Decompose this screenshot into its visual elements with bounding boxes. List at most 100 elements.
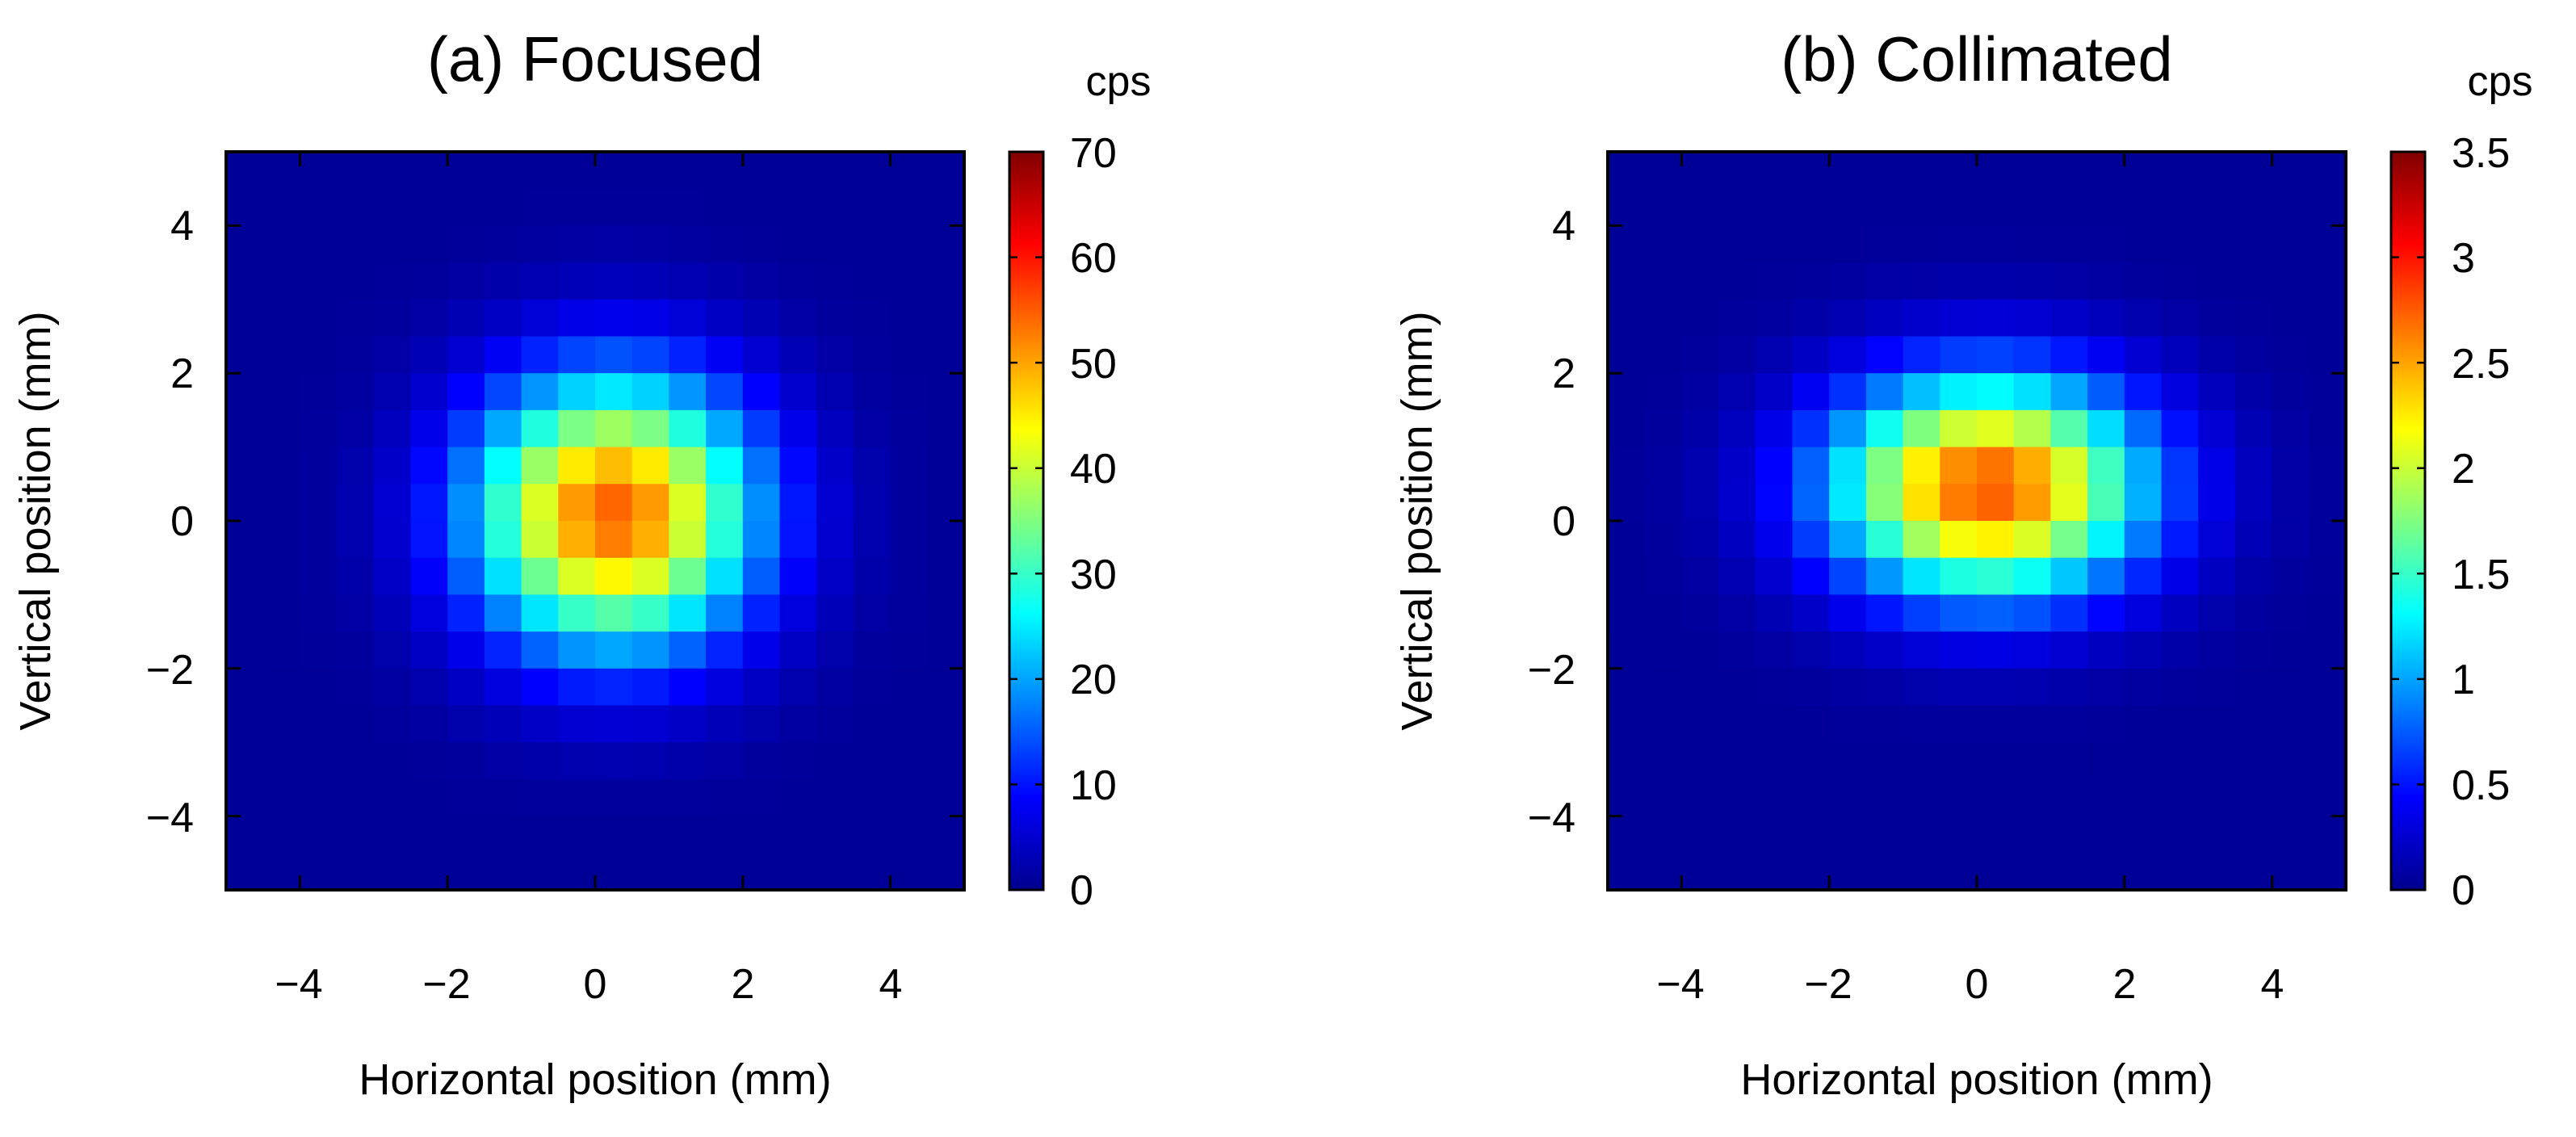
panel-b-heatmap-cell <box>1755 447 1794 485</box>
panel-a-heatmap-cell <box>595 188 633 227</box>
panel-a-heatmap-cell <box>484 816 522 854</box>
panel-a-heatmap-cell <box>631 853 670 891</box>
panel-b-heatmap-cell <box>1608 853 1646 891</box>
panel-b-heatmap-cell <box>2013 373 2052 411</box>
panel-a-heatmap-cell <box>853 668 892 707</box>
panel-b-ytick-label: 0 <box>1552 498 1575 545</box>
panel-a-heatmap-cell <box>631 778 670 817</box>
panel-b-heatmap-cell <box>2013 705 2052 743</box>
panel-a-heatmap-cell <box>779 668 817 707</box>
panel-a-heatmap-cell <box>300 557 338 596</box>
panel-b-heatmap-cell <box>2161 816 2199 854</box>
panel-b-heatmap-cell <box>2050 262 2088 300</box>
panel-a-heatmap-cell <box>631 336 670 374</box>
panel-b-heatmap-cell <box>2198 705 2236 743</box>
panel-a-heatmap-cell <box>373 778 412 817</box>
panel-a-heatmap-cell <box>558 152 596 190</box>
panel-b-heatmap-cell <box>1977 225 2015 263</box>
panel-b-heatmap-cell <box>1644 778 1683 817</box>
panel-b-heatmap-cell <box>1681 521 1719 559</box>
panel-a-heatmap-cell <box>226 299 264 338</box>
panel-a-heatmap-cell <box>669 594 707 632</box>
panel-b-heatmap-cell <box>2272 262 2310 300</box>
panel-a-heatmap-cell <box>447 705 485 743</box>
panel-a-heatmap-cell <box>631 409 670 448</box>
panel-a-heatmap-cell <box>853 336 892 374</box>
panel-b-heatmap-cell <box>1792 373 1830 411</box>
panel-b-heatmap-cell <box>2234 299 2273 338</box>
panel-a-heatmap-cell <box>484 409 522 448</box>
panel-b-heatmap-cell <box>1865 816 1904 854</box>
panel-b-heatmap-cell <box>1608 816 1646 854</box>
panel-a-heatmap-cell <box>595 373 633 411</box>
panel-a-heatmap-cell <box>337 188 375 227</box>
panel-a-heatmap-cell <box>927 409 965 448</box>
panel-a-colorbar-tick-label: 30 <box>1070 552 1117 598</box>
panel-b-heatmap-cell <box>1792 778 1830 817</box>
panel-b-colorbar-tick-label: 0.5 <box>2452 762 2510 809</box>
panel-a-heatmap-cell <box>853 225 892 263</box>
panel-a-heatmap-cell <box>337 225 375 263</box>
panel-b-heatmap-cell <box>2087 484 2125 522</box>
panel-b-heatmap-cell <box>1903 631 1941 669</box>
panel-a-heatmap-cell <box>558 557 596 596</box>
panel-a-heatmap-cell <box>337 631 375 669</box>
panel-b-heatmap-cell <box>2050 853 2088 891</box>
panel-b-heatmap-cell <box>1940 705 1978 743</box>
panel-b-heatmap-cell <box>2309 447 2347 485</box>
panel-a-heatmap-cell <box>558 521 596 559</box>
panel-b-heatmap-cell <box>1718 705 1756 743</box>
panel-a-heatmap-cell <box>373 742 412 780</box>
panel-a-heatmap-cell <box>447 152 485 190</box>
panel-b-heatmap-cell <box>2234 484 2273 522</box>
panel-a-heatmap-cell <box>669 299 707 338</box>
panel-b-heatmap-cell <box>1792 447 1830 485</box>
panel-a-heatmap-cell <box>816 409 854 448</box>
panel-a-heatmap-cell <box>337 447 375 485</box>
panel-a-colorbar-label: cps <box>1086 58 1152 105</box>
panel-a-heatmap-cell <box>447 409 485 448</box>
panel-a-heatmap-cell <box>558 853 596 891</box>
panel-a-heatmap-cell <box>447 447 485 485</box>
panel-a-heatmap-cell <box>521 778 560 817</box>
panel-a-heatmap-cell <box>742 373 781 411</box>
panel-a-heatmap-cell <box>669 373 707 411</box>
panel-a-heatmap-cell <box>853 409 892 448</box>
panel-b-heatmap-cell <box>2234 225 2273 263</box>
panel-b-heatmap-cell <box>1718 152 1756 190</box>
panel-a-heatmap-cell <box>410 631 448 669</box>
panel-b-heatmap-cell <box>2050 447 2088 485</box>
panel-b-heatmap-cell <box>2124 299 2163 338</box>
panel-b-heatmap-cell <box>1865 594 1904 632</box>
panel-b-heatmap-cell <box>1755 152 1794 190</box>
panel-b-heatmap-cell <box>1755 484 1794 522</box>
panel-b-heatmap-cell <box>2309 262 2347 300</box>
panel-b-heatmap-cell <box>1792 188 1830 227</box>
panel-a-xtick-label: 0 <box>584 961 607 1008</box>
panel-a-heatmap-cell <box>410 409 448 448</box>
panel-a-heatmap-cell <box>373 262 412 300</box>
panel-b-heatmap-cell <box>2013 225 2052 263</box>
panel-a-heatmap-cell <box>410 373 448 411</box>
panel-b-heatmap-cell <box>2013 778 2052 817</box>
panel-a-heatmap-cell <box>706 521 744 559</box>
panel-b-heatmap-cell <box>1829 594 1867 632</box>
panel-a-xtick-label: 4 <box>879 961 903 1008</box>
panel-a-heatmap-cell <box>927 668 965 707</box>
panel-b-heatmap-cell <box>1644 631 1683 669</box>
panel-a-heatmap-cell <box>742 594 781 632</box>
panel-a-heatmap-cell <box>337 816 375 854</box>
panel-b-heatmap-cell <box>1977 188 2015 227</box>
panel-a-heatmap-cell <box>853 188 892 227</box>
panel-a-heatmap-cell <box>595 336 633 374</box>
panel-b-heatmap-cell <box>2124 484 2163 522</box>
panel-a-heatmap-cell <box>853 816 892 854</box>
panel-b-heatmap-cell <box>2309 484 2347 522</box>
panel-b-heatmap-cell <box>2272 373 2310 411</box>
panel-b-heatmap-cell <box>2161 299 2199 338</box>
panel-a-heatmap-cell <box>521 816 560 854</box>
panel-b-colorbar-tick-label: 3 <box>2452 235 2475 282</box>
panel-b-heatmap-cell <box>2309 336 2347 374</box>
panel-a-heatmap-cell <box>410 816 448 854</box>
